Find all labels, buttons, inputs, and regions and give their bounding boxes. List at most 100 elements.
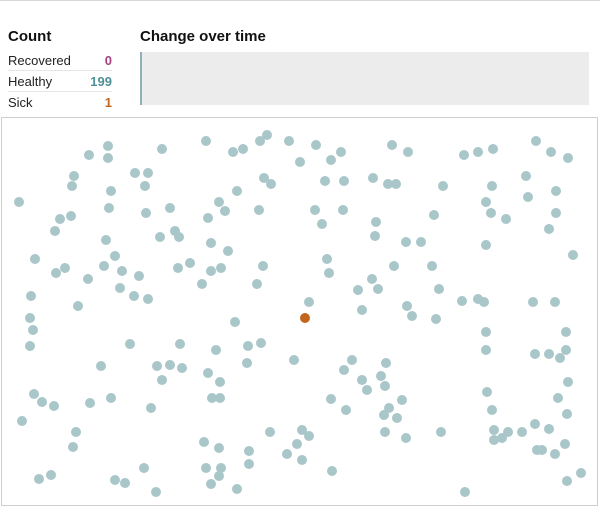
healthy-dot [243,341,253,351]
healthy-dot [216,263,226,273]
healthy-dot [292,439,302,449]
healthy-dot [215,393,225,403]
healthy-dot [207,393,217,403]
recovered-count: 0 [104,52,112,68]
healthy-dot [357,375,367,385]
healthy-dot [367,274,377,284]
healthy-dot [551,208,561,218]
healthy-dot [320,176,330,186]
healthy-dot [214,471,224,481]
healthy-dot [324,268,334,278]
healthy-dot [550,297,560,307]
change-title: Change over time [140,28,266,45]
healthy-dot [216,463,226,473]
healthy-dot [254,205,264,215]
healthy-dot [165,203,175,213]
healthy-dot [232,186,242,196]
healthy-dot [416,237,426,247]
healthy-dot [289,355,299,365]
healthy-dot [232,484,242,494]
healthy-dot [30,254,40,264]
healthy-dot [530,349,540,359]
healthy-dot [199,437,209,447]
healthy-dot [427,261,437,271]
healthy-dot [37,397,47,407]
healthy-dot [457,296,467,306]
healthy-dot [487,181,497,191]
count-row-recovered: Recovered 0 [8,50,112,71]
healthy-dot [206,238,216,248]
healthy-dot [146,403,156,413]
healthy-dot [68,442,78,452]
healthy-dot [317,219,327,229]
healthy-dot [551,186,561,196]
healthy-dot [486,208,496,218]
healthy-dot [177,363,187,373]
healthy-dot [55,214,65,224]
healthy-dot [370,231,380,241]
healthy-dot [336,147,346,157]
healthy-dot [376,371,386,381]
healthy-dot [373,284,383,294]
healthy-dot [568,250,578,260]
healthy-dot [26,291,36,301]
healthy-dot [561,345,571,355]
healthy-dot [383,179,393,189]
healthy-dot [431,314,441,324]
healthy-dot [327,466,337,476]
healthy-dot [143,294,153,304]
healthy-dot [311,140,321,150]
healthy-dot [129,291,139,301]
healthy-dot [521,171,531,181]
healthy-dot [46,470,56,480]
healthy-dot [258,261,268,271]
healthy-dot [256,338,266,348]
healthy-dot [402,301,412,311]
healthy-dot [242,358,252,368]
healthy-dot [73,301,83,311]
healthy-dot [174,232,184,242]
healthy-dot [473,147,483,157]
healthy-dot [151,487,161,497]
healthy-label: Healthy [8,73,53,89]
healthy-dot [481,327,491,337]
healthy-dot [397,395,407,405]
healthy-dot [14,197,24,207]
healthy-dot [460,487,470,497]
healthy-dot [28,325,38,335]
healthy-dot [130,168,140,178]
healthy-dot [155,232,165,242]
healthy-dot [407,311,417,321]
healthy-dot [84,150,94,160]
healthy-dot [339,365,349,375]
healthy-dot [115,283,125,293]
healthy-dot [140,181,150,191]
healthy-dot [85,398,95,408]
healthy-dot [282,449,292,459]
healthy-dot [165,360,175,370]
healthy-dot [501,214,511,224]
healthy-dot [157,144,167,154]
healthy-dot [284,136,294,146]
healthy-dot [103,141,113,151]
healthy-dot [544,224,554,234]
healthy-dot [120,478,130,488]
healthy-dot [341,405,351,415]
healthy-dot [51,268,61,278]
healthy-dot [401,433,411,443]
healthy-dot [487,405,497,415]
healthy-dot [173,263,183,273]
healthy-dot [322,254,332,264]
healthy-dot [347,355,357,365]
healthy-dot [101,235,111,245]
healthy-dot [380,427,390,437]
healthy-dot [392,413,402,423]
healthy-dot [206,479,216,489]
healthy-dot [561,327,571,337]
healthy-dot [562,409,572,419]
healthy-dot [497,433,507,443]
healthy-dot [379,410,389,420]
healthy-dot [338,205,348,215]
count-row-healthy: Healthy 199 [8,71,112,92]
healthy-dot [60,263,70,273]
